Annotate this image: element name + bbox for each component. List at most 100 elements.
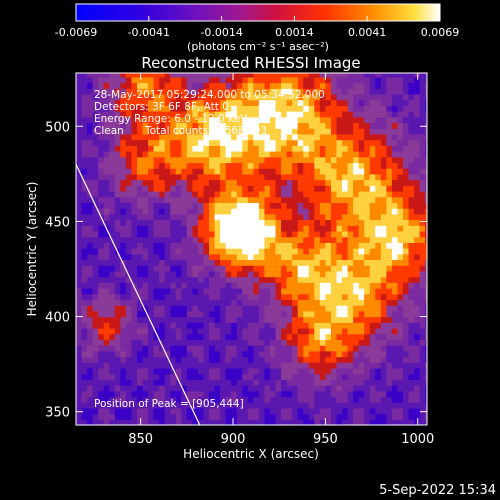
heatmap-cell	[408, 88, 415, 95]
heatmap-cell	[225, 128, 232, 135]
heatmap-cell	[397, 162, 404, 169]
heatmap-cell	[236, 310, 243, 318]
heatmap-cell	[181, 230, 188, 238]
heatmap-cell	[353, 145, 360, 152]
heatmap-cell	[425, 407, 427, 415]
heatmap-cell	[380, 276, 387, 283]
heatmap-cell	[353, 402, 360, 409]
heatmap-cell	[353, 82, 360, 89]
heatmap-cell	[269, 88, 277, 95]
heatmap-cell	[203, 276, 210, 283]
heatmap-cell	[148, 162, 155, 169]
heatmap-cell	[142, 305, 149, 312]
heatmap-cell	[419, 236, 426, 243]
heatmap-cell	[170, 133, 177, 141]
heatmap-cell	[408, 236, 415, 243]
heatmap-cell	[181, 156, 188, 164]
heatmap-cell	[142, 73, 149, 78]
heatmap-cell	[242, 122, 249, 129]
heatmap-cell	[269, 316, 277, 323]
heatmap-cell	[197, 362, 205, 369]
heatmap-cell	[425, 270, 427, 278]
heatmap-cell	[297, 73, 304, 78]
heatmap-cell	[253, 379, 260, 386]
heatmap-cell	[120, 208, 127, 215]
heatmap-cell	[203, 179, 210, 186]
heatmap-cell	[353, 322, 360, 329]
heatmap-cell	[186, 322, 193, 329]
heatmap-cell	[231, 385, 238, 392]
heatmap-cell	[209, 265, 216, 272]
heatmap-cell	[109, 299, 116, 306]
heatmap-cell	[314, 168, 321, 175]
heatmap-cell	[136, 236, 144, 243]
heatmap-cell	[136, 156, 144, 164]
heatmap-cell	[325, 145, 332, 152]
heatmap-cell	[231, 173, 238, 181]
heatmap-cell	[242, 139, 249, 146]
heatmap-cell	[369, 282, 376, 289]
heatmap-cell	[175, 122, 182, 129]
heatmap-cell	[253, 419, 260, 425]
heatmap-cell	[81, 73, 88, 78]
heatmap-cell	[347, 265, 354, 272]
heatmap-cell	[314, 156, 321, 164]
heatmap-cell	[297, 265, 304, 272]
heatmap-cell	[336, 133, 343, 141]
heatmap-cell	[292, 190, 299, 198]
heatmap-cell	[281, 293, 288, 301]
heatmap-cell	[292, 413, 299, 420]
heatmap-cell	[242, 202, 249, 209]
heatmap-cell	[314, 230, 321, 238]
heatmap-cell	[197, 253, 205, 261]
heatmap-cell	[347, 111, 354, 118]
heatmap-cell	[197, 379, 205, 386]
heatmap-cell	[342, 299, 349, 306]
heatmap-cell	[308, 213, 315, 221]
heatmap-cell	[364, 196, 371, 203]
heatmap-cell	[98, 282, 105, 289]
heatmap-cell	[136, 73, 144, 78]
heatmap-cell	[258, 185, 266, 192]
heatmap-cell	[347, 202, 354, 209]
heatmap-cell	[231, 396, 238, 403]
heatmap-cell	[87, 270, 94, 278]
heatmap-cell	[175, 76, 182, 84]
heatmap-cell	[142, 82, 149, 89]
heatmap-cell	[253, 242, 260, 249]
heatmap-cell	[214, 156, 221, 164]
heatmap-cell	[181, 213, 188, 221]
heatmap-cell	[347, 419, 354, 425]
heatmap-cell	[192, 219, 199, 226]
heatmap-cell	[275, 367, 282, 375]
heatmap-cell	[192, 327, 199, 335]
heatmap-cell	[269, 402, 277, 409]
heatmap-cell	[364, 379, 371, 386]
heatmap-cell	[76, 413, 83, 420]
heatmap-cell	[81, 116, 88, 124]
heatmap-cell	[414, 93, 421, 101]
heatmap-cell	[231, 322, 238, 329]
heatmap-cell	[192, 225, 199, 232]
heatmap-cell	[181, 270, 188, 278]
heatmap-cell	[391, 367, 399, 375]
heatmap-cell	[347, 356, 354, 363]
heatmap-cell	[330, 133, 338, 141]
heatmap-cell	[131, 145, 138, 152]
heatmap-cell	[181, 162, 188, 169]
heatmap-cell	[319, 93, 326, 101]
heatmap-cell	[330, 373, 338, 380]
heatmap-cell	[231, 316, 238, 323]
heatmap-cell	[297, 413, 304, 420]
heatmap-cell	[319, 265, 326, 272]
heatmap-cell	[148, 76, 155, 84]
heatmap-cell	[380, 310, 387, 318]
heatmap-cell	[103, 145, 110, 152]
colorbar-tick-label: -0.0041	[128, 26, 170, 39]
heatmap-cell	[397, 248, 404, 255]
heatmap-cell	[209, 310, 216, 318]
heatmap-cell	[170, 73, 177, 78]
heatmap-cell	[347, 327, 354, 335]
heatmap-cell	[358, 385, 365, 392]
heatmap-cell	[380, 293, 387, 301]
